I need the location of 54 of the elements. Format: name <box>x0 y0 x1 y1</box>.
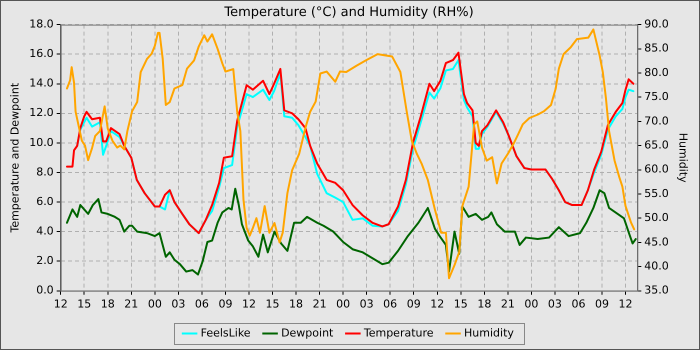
y2-tick-label: 90.0 <box>644 17 669 30</box>
x-tick-label: 12 <box>242 297 256 310</box>
legend-label: Temperature <box>362 326 434 340</box>
y-tick-label: 6.0 <box>36 194 54 208</box>
y-axis-title: Temperature and Dewpoint <box>8 82 22 234</box>
y-tick-label: 18.0 <box>29 17 54 30</box>
y2-tick-label: 35.0 <box>644 284 669 297</box>
x-tick-label: 15 <box>77 297 92 310</box>
x-tick-label: 12 <box>430 297 444 310</box>
y-tick-label: 8.0 <box>36 165 54 178</box>
x-tick-label: 06 <box>383 297 398 310</box>
x-tick-label: 03 <box>548 297 562 310</box>
x-tick-label: 09 <box>218 297 232 310</box>
y2-tick-label: 80.0 <box>644 66 669 79</box>
x-tick-label: 15 <box>266 297 280 310</box>
x-tick-label: 06 <box>571 297 586 310</box>
x-tick-label: 18 <box>100 297 115 310</box>
y-tick-label: 4.0 <box>36 224 54 238</box>
y2-axis-title: Humidity <box>676 132 690 184</box>
y2-tick-label: 55.0 <box>644 186 669 200</box>
y2-tick-label: 75.0 <box>644 90 669 104</box>
legend-label: Humidity <box>464 326 514 340</box>
legend-label: FeelsLike <box>200 326 251 340</box>
legend-label: Dewpoint <box>281 326 334 340</box>
x-tick-label: 00 <box>336 297 350 310</box>
x-tick-label: 09 <box>595 297 610 310</box>
y2-tick-label: 70.0 <box>644 114 669 128</box>
y2-tick-label: 85.0 <box>644 42 669 55</box>
x-tick-label: 21 <box>312 297 327 310</box>
x-tick-label: 03 <box>360 297 374 310</box>
y-tick-label: 12.0 <box>29 106 54 120</box>
x-tick-label: 09 <box>406 297 421 310</box>
y-tick-label: 14.0 <box>29 76 54 90</box>
y2-tick-label: 65.0 <box>644 138 669 152</box>
x-tick-label: 03 <box>171 297 186 310</box>
y2-tick-label: 60.0 <box>644 162 669 176</box>
x-tick-label: 21 <box>500 297 515 310</box>
y-tick-label: 0.0 <box>36 284 54 297</box>
x-tick-label: 18 <box>477 297 492 310</box>
y-tick-label: 2.0 <box>36 254 54 268</box>
y-tick-label: 10.0 <box>29 136 54 149</box>
y-tick-label: 16.0 <box>29 47 54 60</box>
x-tick-label: 12 <box>54 297 68 310</box>
y2-tick-label: 40.0 <box>644 259 669 272</box>
x-tick-label: 12 <box>618 297 633 310</box>
x-tick-label: 21 <box>124 297 138 310</box>
x-tick-label: 00 <box>148 297 162 310</box>
y2-tick-label: 50.0 <box>644 211 669 224</box>
y2-tick-label: 45.0 <box>644 235 669 248</box>
x-tick-label: 00 <box>524 297 538 310</box>
x-tick-label: 18 <box>289 297 304 310</box>
chart-title: Temperature (°C) and Humidity (RH%) <box>223 5 474 20</box>
x-tick-label: 06 <box>194 297 209 310</box>
x-tick-label: 15 <box>454 297 468 310</box>
